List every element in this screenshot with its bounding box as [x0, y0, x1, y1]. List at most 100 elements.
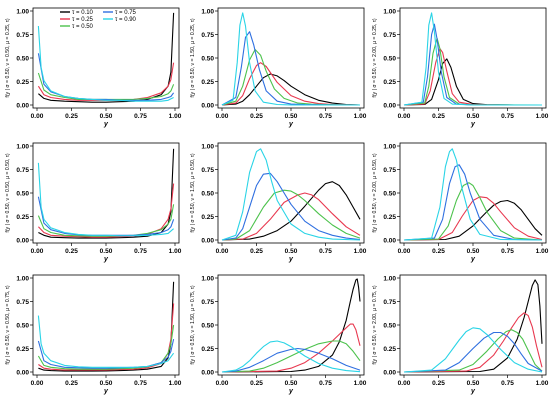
panel-2-1-xtick-label: 0.50 [285, 380, 298, 387]
panel-2-0-series-0 [38, 281, 175, 372]
panel-0-0-xtick-label: 0.25 [65, 113, 78, 120]
panel-2-0-ytick-label: 0.25 [16, 346, 29, 353]
panel-1-1-series-0 [221, 181, 361, 241]
panel-1-2-xtick-label: 0.75 [501, 248, 514, 255]
panel-1-1-xtick-label: 0.00 [216, 248, 229, 255]
panel-0-2-ytick-label: 0.50 [383, 55, 396, 62]
panel-2-1-ytick-label: 0.75 [201, 299, 214, 306]
legend-label-3: τ = 0.75 [115, 10, 137, 16]
panel-2-2-series-0 [403, 279, 543, 373]
panel-0-1-ytick-label: 0.75 [201, 32, 214, 39]
panel-2-1-ytick-label: 0.25 [201, 346, 214, 353]
panel-0-1-xtick-label: 0.00 [216, 113, 229, 120]
panel-0-2-ytick-label: 0.25 [383, 79, 396, 86]
panel-1-2-xlabel: y [470, 256, 476, 263]
panel-0-0-xtick-label: 0.00 [31, 113, 44, 120]
panel-2-1-ylabel: f(y | σ = 0.50, ν = 1.50, μ = 0.75, τ) [190, 285, 196, 364]
panel-0-2-xtick-label: 0.00 [398, 113, 411, 120]
panel-1-1-ytick-label: 0.00 [201, 237, 214, 244]
panel-2-0-ytick-label: 0.00 [16, 369, 29, 376]
panel-2-0-xlabel: y [103, 388, 109, 395]
panel-0-2-series-3 [403, 23, 542, 106]
panel-2-2-xtick-label: 1.00 [536, 380, 549, 387]
panel-0-0-ytick-label: 1.00 [16, 8, 29, 15]
panel-2-1-series-0 [221, 278, 361, 373]
panel-2-0-xtick-label: 0.50 [100, 380, 113, 387]
panel-1-1-series-2 [221, 189, 361, 241]
panel-1-1-frame [217, 142, 365, 244]
panel-2-1-xtick-label: 0.25 [250, 380, 263, 387]
panel-2-2-ytick-label: 0.50 [383, 322, 396, 329]
panel-0-2-xtick-label: 0.75 [501, 113, 514, 120]
panel-0-2-xlabel: y [470, 121, 476, 128]
panel-0-2-ytick-label: 0.00 [383, 102, 396, 109]
legend-label-4: τ = 0.90 [115, 17, 137, 23]
panel-1-1-xtick-label: 0.75 [319, 248, 332, 255]
panel-0-1-xlabel: y [288, 121, 294, 128]
panel-0-2-ytick-label: 1.00 [383, 8, 396, 15]
panel-1-2-series-1 [403, 196, 543, 241]
panel-2-1-ytick-label: 1.00 [201, 275, 214, 282]
panel-1-0-xtick-label: 0.75 [134, 248, 147, 255]
legend-label-0: τ = 0.10 [72, 10, 94, 16]
panel-2-2-series-3 [403, 331, 543, 373]
panel-1-2-ylabel: f(y | σ = 0.50, ν = 2.00, μ = 0.50, τ) [372, 153, 378, 232]
panel-2-1-frame [217, 274, 365, 376]
panel-0-0-xtick-label: 0.50 [100, 113, 113, 120]
panel-0-2-series-4 [403, 12, 542, 106]
panel-2-0-ylabel: f(y | σ = 0.50, ν = 0.50, μ = 0.75, τ) [5, 285, 11, 364]
panel-1-2-ytick-label: 0.75 [383, 167, 396, 174]
panel-2-2-ytick-label: 0.00 [383, 369, 396, 376]
panel-1-2-ytick-label: 0.25 [383, 214, 396, 221]
panel-0-0-ytick-label: 0.25 [16, 79, 29, 86]
panel-1-1-ytick-label: 0.50 [201, 190, 214, 197]
panel-0-2-xtick-label: 0.50 [467, 113, 480, 120]
panel-1-1-xlabel: y [288, 256, 294, 263]
panel-1-2-xtick-label: 0.50 [467, 248, 480, 255]
panel-1-1-ytick-label: 0.75 [201, 167, 214, 174]
panel-2-2-ytick-label: 1.00 [383, 275, 396, 282]
panel-2-2-series-1 [403, 312, 543, 373]
panel-1-2-xtick-label: 0.25 [432, 248, 445, 255]
panel-2-0-ytick-label: 0.75 [16, 299, 29, 306]
panel-2-2-xtick-label: 0.00 [398, 380, 411, 387]
panel-0-2-ylabel: f(y | σ = 0.50, ν = 2.00, μ = 0.25, τ) [372, 18, 378, 97]
panel-2-0-frame [32, 274, 180, 376]
panel-0-2-ytick-label: 0.75 [383, 32, 396, 39]
panel-0-0-ytick-label: 0.00 [16, 102, 29, 109]
panel-0-1-xtick-label: 0.25 [250, 113, 263, 120]
panel-2-2-series-4 [403, 327, 543, 373]
panel-0-0-series-0 [38, 12, 175, 103]
panel-1-2-xtick-label: 1.00 [536, 248, 549, 255]
panel-2-2-frame [399, 274, 547, 376]
panel-2-1-ytick-label: 0.50 [201, 322, 214, 329]
panel-1-0-xtick-label: 0.25 [65, 248, 78, 255]
panel-0-0-xlabel: y [103, 121, 109, 128]
panel-0-0-ytick-label: 0.75 [16, 32, 29, 39]
panel-1-2-xtick-label: 0.00 [398, 248, 411, 255]
panel-2-2-ylabel: f(y | σ = 0.50, ν = 2.00, μ = 0.75, τ) [372, 285, 378, 364]
panel-2-1-series-4 [221, 340, 361, 373]
panel-2-0-ytick-label: 1.00 [16, 275, 29, 282]
panel-2-1-xlabel: y [288, 388, 294, 395]
panel-2-0-xtick-label: 0.75 [134, 380, 147, 387]
panel-2-0-series-2 [37, 324, 175, 370]
panel-1-0-xtick-label: 0.50 [100, 248, 113, 255]
panel-0-1-xtick-label: 0.50 [285, 113, 298, 120]
panel-1-0-series-4 [37, 162, 174, 237]
panel-2-0-xtick-label: 0.25 [65, 380, 78, 387]
panel-1-1-xtick-label: 1.00 [354, 248, 367, 255]
panel-2-0-series-4 [37, 315, 175, 368]
panel-0-1-series-0 [221, 73, 361, 106]
panel-2-0-ytick-label: 0.50 [16, 322, 29, 329]
panel-1-2-series-3 [403, 164, 543, 241]
panel-1-2-frame [399, 142, 547, 244]
panel-0-1-series-1 [221, 62, 361, 106]
panel-0-1-series-3 [221, 31, 361, 106]
panel-1-0-xlabel: y [103, 256, 109, 263]
panel-1-1-xtick-label: 0.25 [250, 248, 263, 255]
panel-1-0-ytick-label: 0.50 [16, 190, 29, 197]
panel-1-1-xtick-label: 0.50 [285, 248, 298, 255]
panel-2-2-series-2 [403, 329, 543, 373]
